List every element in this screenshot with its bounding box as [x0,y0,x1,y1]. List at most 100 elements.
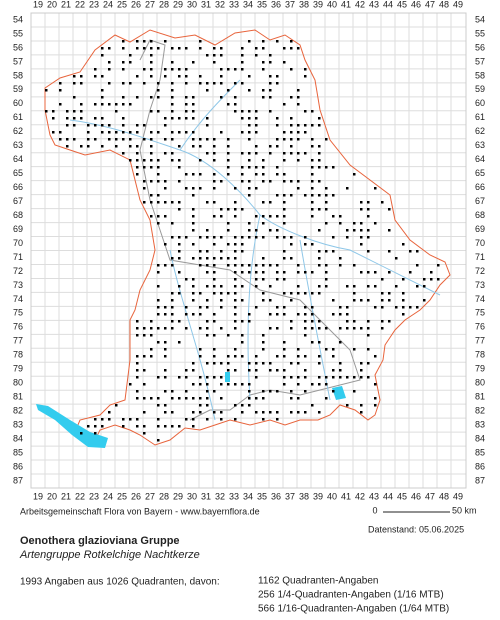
occurrence-dot [101,96,104,99]
occurrence-dot [402,243,405,246]
occurrence-dot [276,306,279,309]
column-label: 29 [173,0,183,9]
breakdown: 256 1/4-Quadranten-Angaben (1/16 MTB) [258,590,444,601]
occurrence-dot [87,138,90,141]
occurrence-dot [171,47,174,50]
occurrence-dot [255,285,258,288]
occurrence-dot [164,215,167,218]
occurrence-dot [108,47,111,50]
occurrence-dot [297,159,300,162]
occurrence-dot [199,397,202,400]
occurrence-dot [150,355,153,358]
occurrence-dot [73,138,76,141]
occurrence-dot [108,131,111,134]
occurrence-dot [143,47,146,50]
occurrence-dot [346,313,349,316]
column-label: 38 [299,0,309,9]
occurrence-dot [185,117,188,120]
occurrence-dot [325,222,328,225]
occurrence-dot [290,327,293,330]
occurrence-dot [115,145,118,148]
occurrence-dot [143,166,146,169]
occurrence-dot [157,131,160,134]
grid [30,12,467,489]
row-label: 87 [475,475,485,485]
occurrence-dot [143,425,146,428]
occurrence-dot [136,390,139,393]
occurrence-dot [178,236,181,239]
occurrence-dot [339,369,342,372]
occurrence-dot [318,117,321,120]
occurrence-dot [94,124,97,127]
occurrence-dot [199,327,202,330]
occurrence-dot [402,313,405,316]
occurrence-dot [311,383,314,386]
occurrence-dot [136,47,139,50]
occurrence-dot [248,89,251,92]
occurrence-dot [115,404,118,407]
occurrence-dot [136,425,139,428]
occurrence-dot [297,397,300,400]
occurrence-dot [255,278,258,281]
occurrence-dot [304,124,307,127]
occurrence-dot [416,264,419,267]
row-label: 76 [13,322,23,332]
occurrence-dot [220,327,223,330]
row-label: 75 [13,308,23,318]
occurrence-dot [80,145,83,148]
occurrence-dot [220,96,223,99]
occurrence-dot [164,75,167,78]
occurrence-dot [430,271,433,274]
occurrence-dot [143,68,146,71]
occurrence-dot [318,341,321,344]
column-label: 39 [313,0,323,9]
occurrence-dot [339,215,342,218]
occurrence-dot [381,278,384,281]
occurrence-dot [171,292,174,295]
occurrence-dot [297,355,300,358]
column-label: 43 [369,491,379,501]
column-label: 48 [439,0,449,9]
occurrence-dot [101,103,104,106]
occurrence-dot [374,355,377,358]
occurrence-dot [374,285,377,288]
occurrence-dot [304,68,307,71]
occurrence-dot [269,390,272,393]
occurrence-dot [94,432,97,435]
occurrence-dot [185,173,188,176]
occurrence-dot [199,306,202,309]
occurrence-dot [290,243,293,246]
occurrence-dot [136,96,139,99]
occurrence-dot [80,110,83,113]
occurrence-dot [290,257,293,260]
occurrence-dot [206,138,209,141]
occurrence-dot [241,82,244,85]
occurrence-dot [374,271,377,274]
occurrence-dot [304,292,307,295]
occurrence-dot [234,215,237,218]
occurrence-dot [220,411,223,414]
occurrence-dot [255,236,258,239]
column-label: 49 [453,0,463,9]
occurrence-dot [213,264,216,267]
occurrence-dot [423,285,426,288]
occurrence-dot [234,355,237,358]
occurrence-dot [283,215,286,218]
row-label: 64 [475,154,485,164]
occurrence-dot [115,131,118,134]
occurrence-dot [311,194,314,197]
occurrence-dot [248,390,251,393]
occurrence-dot [241,61,244,64]
occurrence-dot [234,418,237,421]
row-label: 78 [475,350,485,360]
occurrence-dot [122,61,125,64]
occurrence-dot [409,250,412,253]
occurrence-dot [255,411,258,414]
occurrence-dot [227,264,230,267]
column-label: 38 [299,491,309,501]
occurrence-dot [164,327,167,330]
occurrence-dot [150,397,153,400]
occurrence-dot [157,404,160,407]
row-label: 81 [475,392,485,402]
occurrence-dot [220,376,223,379]
